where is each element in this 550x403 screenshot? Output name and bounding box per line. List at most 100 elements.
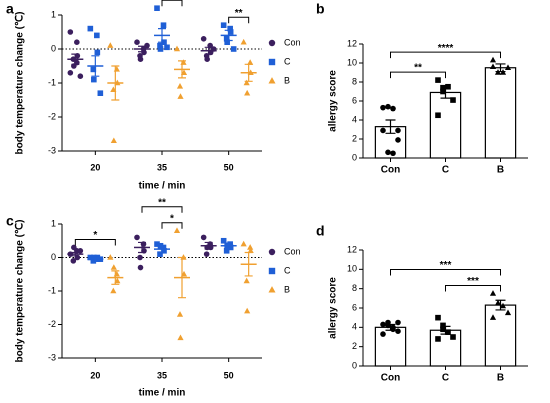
legend-marker [268,58,276,66]
y-tick-label: 4 [352,114,357,124]
point [113,270,120,277]
point [107,42,114,48]
point [203,251,210,257]
significance-bracket [390,51,501,59]
point [113,66,120,72]
point [380,331,386,337]
point [440,322,446,329]
bar [484,304,517,367]
y-tick-label: 12 [347,38,357,48]
y-tick-label: -1 [48,77,56,87]
point [390,105,396,112]
point [77,73,84,79]
point [160,244,167,251]
error-bar [178,60,186,79]
y-tick-label: 4 [352,322,357,332]
y-tick-label: 0 [352,152,357,162]
error-bar [158,28,166,43]
error-bar [71,53,80,65]
point [489,63,497,70]
point [220,237,227,244]
point [134,39,140,45]
x-tick-label: Con [381,373,400,384]
point [161,248,167,254]
point [110,264,117,270]
point [499,69,507,75]
point [440,88,446,95]
point [157,42,163,49]
point [244,307,251,314]
significance-label: ** [158,197,166,208]
y-tick-label: 1 [51,9,56,19]
point [74,39,80,45]
significance-label: *** [467,276,479,287]
significance-label: ** [235,8,243,19]
y-axis-label: body temperature change (℃) [15,220,26,363]
point [380,321,386,328]
point [494,299,502,306]
point [224,39,230,45]
significance-label: * [93,230,97,241]
x-tick-label: Con [381,165,400,176]
point [380,127,386,134]
error-bar [138,241,146,254]
bar [484,67,517,159]
point [154,5,160,11]
point [243,79,250,86]
point [440,326,446,333]
panel-label: c [6,213,14,229]
point [134,234,140,241]
point [107,254,114,260]
x-tick-label: 50 [224,162,234,172]
point [173,227,181,233]
legend-label: B [284,284,290,294]
point [97,90,104,96]
x-axis-label: time / min [139,388,186,399]
y-axis-label: body temperature change (℃) [15,12,26,155]
legend-marker [268,248,276,256]
significance-label: **** [438,43,454,54]
x-tick-label: 50 [224,370,234,380]
point [160,22,167,28]
point [91,76,97,83]
y-tick-label: 0 [51,43,56,53]
point [144,42,150,49]
panel-label: d [316,223,325,239]
point [90,66,97,73]
y-tick-label: -3 [48,145,56,155]
point [157,46,164,52]
point [395,137,401,143]
significance-bracket [141,206,183,213]
y-tick-label: -2 [48,319,56,329]
significance-label: ** [414,63,422,74]
y-axis-label: allergy score [328,70,339,132]
error-bar [244,251,253,277]
point [227,29,234,35]
legend-label: Con [284,246,301,256]
significance-bracket [161,0,183,7]
y-tick-label: 10 [347,264,357,274]
point [445,83,451,90]
x-tick-label: C [442,165,449,176]
point [223,248,230,254]
error-bar [138,45,146,53]
y-tick-label: 6 [352,95,357,105]
point [223,36,230,42]
point [137,264,144,271]
error-bar [111,270,120,285]
point [200,36,207,42]
point [230,46,237,52]
point [176,83,184,89]
legend-label: B [284,75,290,85]
point [247,244,254,250]
point [220,22,227,28]
point [395,319,401,326]
point [200,234,207,241]
point [94,49,101,56]
point [450,334,456,340]
y-axis-label: allergy score [328,277,339,339]
point [240,240,247,247]
point [94,254,101,261]
point [227,244,234,251]
y-tick-label: 2 [352,133,357,143]
